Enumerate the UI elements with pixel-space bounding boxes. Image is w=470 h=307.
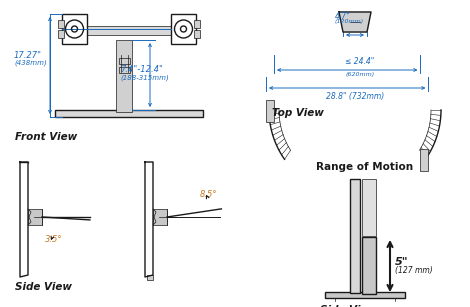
Polygon shape <box>20 162 28 277</box>
Bar <box>194 30 200 38</box>
Bar <box>171 14 196 44</box>
Text: 4.7": 4.7" <box>335 12 351 21</box>
Text: 28.8" (732mm): 28.8" (732mm) <box>326 92 384 101</box>
Bar <box>362 179 376 236</box>
Bar <box>325 292 405 298</box>
Polygon shape <box>145 162 153 277</box>
Bar <box>421 149 429 171</box>
Text: 3.5°: 3.5° <box>45 235 63 244</box>
Text: 7.4"-12.4": 7.4"-12.4" <box>120 65 163 75</box>
Bar <box>74 26 184 35</box>
Text: Range of Motion: Range of Motion <box>316 162 414 172</box>
Bar <box>147 275 153 280</box>
Text: 8.5°: 8.5° <box>200 190 218 199</box>
Bar <box>362 237 376 294</box>
Text: Side View: Side View <box>320 305 377 307</box>
Polygon shape <box>339 12 371 32</box>
Bar <box>194 20 200 28</box>
Bar <box>62 14 87 44</box>
Bar <box>350 179 360 293</box>
Bar <box>28 209 42 225</box>
Text: 5": 5" <box>395 257 408 267</box>
Text: (120mm): (120mm) <box>335 19 364 24</box>
Text: Side View: Side View <box>15 282 72 292</box>
Bar <box>116 40 132 112</box>
Bar <box>58 20 64 28</box>
Text: (127 mm): (127 mm) <box>395 266 433 275</box>
Bar <box>153 209 167 225</box>
Bar <box>119 67 130 73</box>
Bar <box>266 100 274 122</box>
Bar <box>119 58 130 64</box>
Bar <box>58 30 64 38</box>
Text: Front View: Front View <box>15 132 77 142</box>
Text: ≤ 24.4": ≤ 24.4" <box>345 57 375 66</box>
Text: Top View: Top View <box>272 108 324 118</box>
Text: (438mm): (438mm) <box>14 60 47 66</box>
Text: 17.27": 17.27" <box>14 50 42 60</box>
Text: (620mm): (620mm) <box>345 72 375 77</box>
Bar <box>55 110 203 117</box>
Text: (188-315mm): (188-315mm) <box>120 75 169 81</box>
